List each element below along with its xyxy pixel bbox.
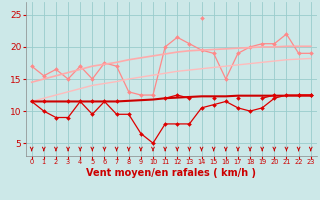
X-axis label: Vent moyen/en rafales ( km/h ): Vent moyen/en rafales ( km/h ): [86, 168, 256, 178]
